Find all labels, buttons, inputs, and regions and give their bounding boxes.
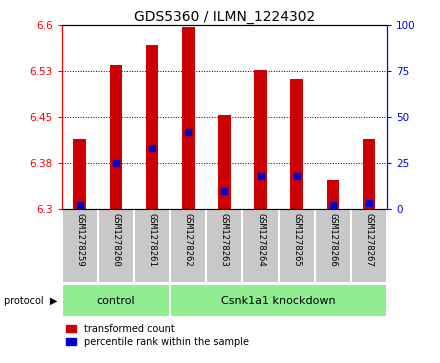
Bar (73, 139, 86, 209)
Bar (182, 26, 194, 209)
Text: GSM1278266: GSM1278266 (328, 213, 337, 266)
Text: GSM1278264: GSM1278264 (256, 213, 265, 266)
FancyBboxPatch shape (62, 284, 170, 317)
Text: GSM1278265: GSM1278265 (292, 213, 301, 266)
Text: GSM1278260: GSM1278260 (111, 213, 121, 266)
Text: protocol  ▶: protocol ▶ (4, 296, 58, 306)
Text: GSM1278259: GSM1278259 (75, 213, 84, 266)
Title: GDS5360 / ILMN_1224302: GDS5360 / ILMN_1224302 (134, 11, 315, 24)
FancyBboxPatch shape (170, 284, 387, 317)
Text: GSM1278261: GSM1278261 (147, 213, 157, 266)
Bar (218, 115, 231, 209)
Text: GSM1278262: GSM1278262 (184, 213, 193, 266)
Bar (146, 45, 158, 209)
Text: GSM1278267: GSM1278267 (365, 213, 374, 266)
Bar (363, 139, 375, 209)
Bar (254, 70, 267, 209)
Text: Csnk1a1 knockdown: Csnk1a1 knockdown (221, 296, 336, 306)
Text: control: control (96, 296, 135, 306)
Legend: transformed count, percentile rank within the sample: transformed count, percentile rank withi… (66, 324, 249, 347)
Bar (110, 65, 122, 209)
Bar (326, 180, 339, 209)
Bar (290, 79, 303, 209)
Text: GSM1278263: GSM1278263 (220, 213, 229, 266)
